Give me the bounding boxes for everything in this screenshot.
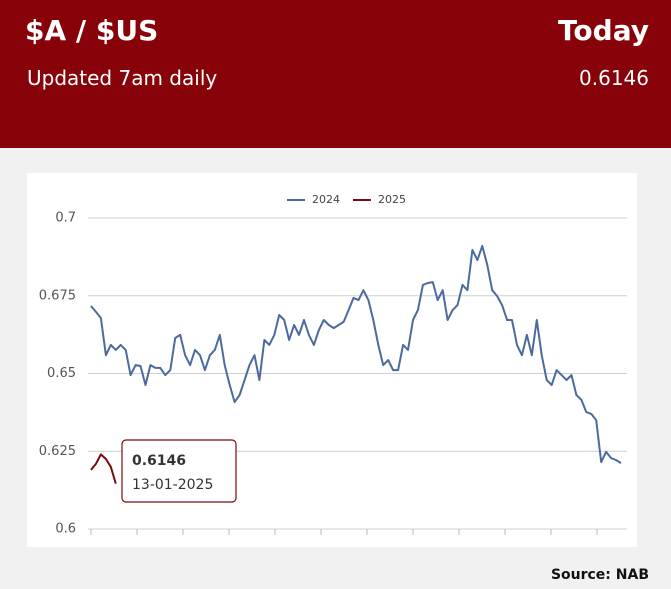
chart-panel [27, 173, 637, 547]
tooltip-box [121, 439, 237, 503]
y-tick-label: 0.7 [55, 211, 76, 226]
tooltip-value: 0.6146 [132, 453, 186, 469]
subtitle: Updated 7am daily [27, 66, 218, 90]
series-line [90, 245, 622, 464]
today-value: 0.6146 [579, 66, 649, 90]
legend-label: 2024 [312, 193, 340, 206]
title: $A / $US [25, 14, 159, 47]
y-tick-label: 0.625 [39, 444, 76, 459]
y-tick-label: 0.6 [55, 522, 76, 537]
tooltip-date: 13-01-2025 [132, 477, 213, 493]
y-tick-label: 0.65 [47, 366, 76, 381]
header: $A / $US Today Updated 7am daily 0.6146 [0, 0, 671, 148]
period: Today [558, 14, 649, 47]
legend-label: 2025 [378, 193, 406, 206]
series-line [90, 453, 117, 484]
source: Source: NAB [550, 567, 649, 583]
y-tick-label: 0.675 [39, 288, 76, 303]
